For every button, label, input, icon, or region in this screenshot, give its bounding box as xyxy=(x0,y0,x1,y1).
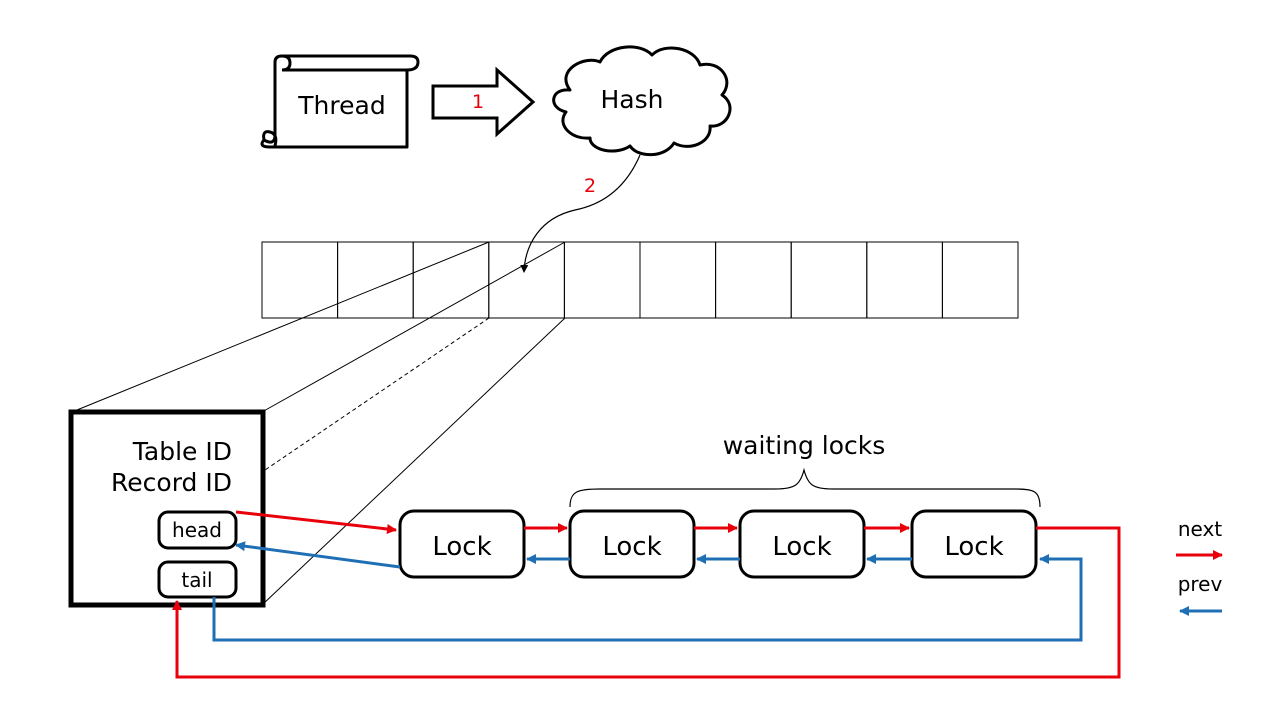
head-field-box xyxy=(157,510,238,550)
hash-slot-10 xyxy=(941,241,1019,319)
projection-line-bottom-right xyxy=(261,317,566,606)
head-label: head xyxy=(172,518,222,542)
hash-slot-3 xyxy=(412,241,490,319)
step-2-curve xyxy=(520,154,641,273)
projection-line-top-left xyxy=(71,241,490,413)
next-pointers xyxy=(172,510,1121,679)
lock-4-to-tail-next xyxy=(172,526,1121,679)
lock-node-3: Lock xyxy=(738,509,866,579)
tail-to-lock-4-prev xyxy=(212,554,1083,642)
lock-2-box xyxy=(568,509,696,579)
lock-1-label: Lock xyxy=(432,532,491,562)
thread-scroll-curl-bottom xyxy=(262,130,278,147)
hash-slot-9 xyxy=(866,241,943,319)
hash-slot-8 xyxy=(790,241,868,319)
hash-table xyxy=(261,241,1019,319)
legend-prev-label: prev xyxy=(1178,572,1223,596)
thread-scroll: Thread xyxy=(260,54,420,149)
tail-field-box xyxy=(157,560,238,599)
prev-pointers xyxy=(212,541,1083,642)
hash-slot-6 xyxy=(639,241,717,319)
waiting-locks-label: waiting locks xyxy=(723,431,886,460)
step-1-label: 1 xyxy=(472,91,484,113)
lock-node-1: Lock xyxy=(398,509,526,579)
hash-slot-5 xyxy=(563,241,641,319)
tail-label: tail xyxy=(181,568,212,592)
lock-1-box xyxy=(398,509,526,579)
thread-scroll-body xyxy=(260,54,420,149)
thread-scroll-curl-top xyxy=(281,54,407,72)
hash-slot-7 xyxy=(715,241,792,319)
lock-3-box xyxy=(738,509,866,579)
lock-node-2: Lock xyxy=(568,509,696,579)
hash-cloud-shape xyxy=(552,45,732,157)
hash-label: Hash xyxy=(601,85,664,114)
bucket-detail-box: Table ID Record ID head tail xyxy=(68,409,266,608)
lock-2-label: Lock xyxy=(602,532,661,562)
lock-1-to-head-prev xyxy=(235,541,401,569)
thread-label: Thread xyxy=(297,91,385,120)
waiting-locks-brace xyxy=(569,467,1041,508)
table-id-label: Table ID xyxy=(132,437,232,466)
step-1-arrow: 1 xyxy=(431,66,536,138)
projection-line-bottom-left xyxy=(264,317,490,471)
lock-4-label: Lock xyxy=(944,532,1003,562)
head-to-lock-1-next xyxy=(235,510,397,534)
hash-slot-2 xyxy=(337,241,414,319)
projection-line-top-right xyxy=(261,241,566,413)
hash-cloud: Hash xyxy=(552,45,732,157)
lock-3-label: Lock xyxy=(772,532,831,562)
lock-4-box xyxy=(910,509,1038,579)
zoom-projection xyxy=(71,241,566,606)
hash-slot-1 xyxy=(261,241,339,319)
block-arrow-shape xyxy=(431,66,536,138)
lock-node-4: Lock xyxy=(910,509,1038,579)
step-2-label: 2 xyxy=(584,175,596,197)
legend: next prev xyxy=(1176,517,1223,616)
record-id-label: Record ID xyxy=(111,468,232,497)
step-2-arrow: 2 xyxy=(520,154,641,273)
legend-next-label: next xyxy=(1178,517,1222,541)
waiting-locks-group: waiting locks xyxy=(569,431,1041,508)
